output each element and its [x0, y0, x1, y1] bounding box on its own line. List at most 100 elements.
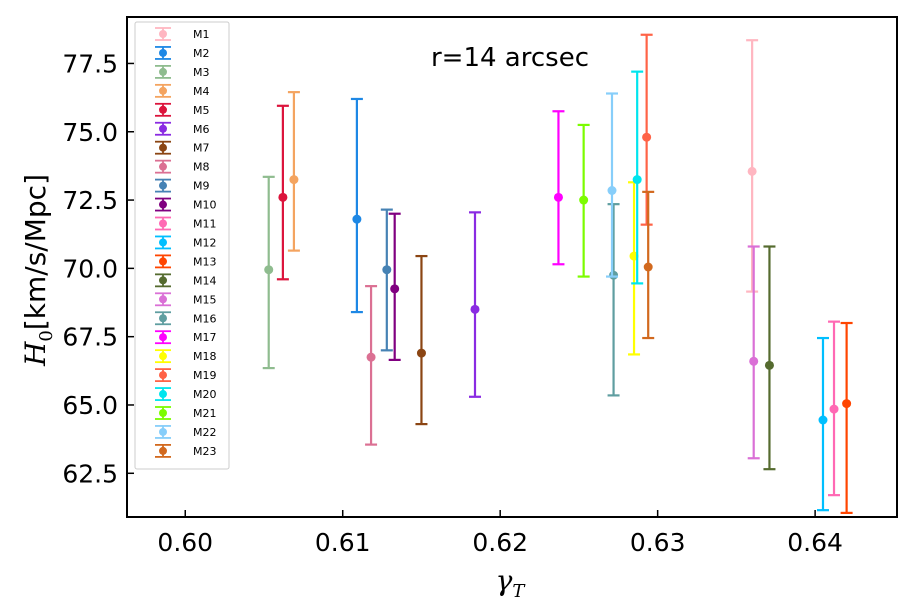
legend-marker: [159, 446, 167, 455]
data-point: [607, 185, 617, 195]
legend-entry-m17: M17: [155, 330, 217, 344]
legend-marker: [159, 333, 167, 342]
y-tick-label: 70.0: [62, 254, 118, 283]
errorbar-m21: [577, 123, 590, 278]
legend-label: M19: [193, 369, 217, 382]
y-tick-label: 72.5: [62, 186, 118, 215]
legend-label: M22: [193, 426, 217, 439]
data-point: [829, 404, 839, 414]
legend-marker: [159, 67, 167, 76]
data-point: [749, 356, 759, 366]
legend-label: M6: [193, 123, 210, 136]
legend-label: M13: [193, 255, 217, 268]
errorbar-m11: [828, 320, 841, 497]
legend-entry-m6: M6: [155, 121, 210, 136]
y-axis-label-main: H: [19, 341, 52, 367]
data-point: [278, 192, 288, 202]
legend-label: M20: [193, 388, 217, 401]
axes: 0.60 0.61 0.62 0.63 0.64 62.5 65.0 67.5 70.0 72.5…: [62, 16, 898, 557]
data-point: [390, 284, 400, 294]
x-tick-label: 0.62: [472, 528, 528, 557]
legend-marker: [159, 219, 167, 228]
legend-marker: [159, 276, 167, 285]
legend-label: M4: [193, 85, 210, 98]
y-tick-label: 75.0: [62, 118, 118, 147]
errorbar-m1: [746, 39, 759, 293]
legend-entry-m9: M9: [155, 178, 210, 193]
errorbar-m7: [415, 254, 428, 426]
legend-entry-m8: M8: [155, 159, 210, 174]
errorbar-m2: [350, 97, 363, 314]
legend-marker: [159, 238, 167, 247]
legend-entry-m13: M13: [155, 254, 217, 268]
x-tick-label: 0.64: [787, 528, 843, 557]
data-point: [643, 262, 653, 272]
legend-marker: [159, 295, 167, 304]
legend-entry-m22: M22: [155, 425, 217, 439]
legend-box: [134, 21, 230, 470]
legend-label: M7: [193, 142, 210, 155]
legend-marker: [159, 427, 167, 436]
data-point: [579, 195, 589, 205]
data-point: [764, 360, 774, 370]
legend-label: M15: [193, 293, 217, 306]
legend-label: M18: [193, 350, 217, 363]
legend-marker: [159, 257, 167, 266]
data-point: [818, 415, 828, 425]
x-tick-label: 0.61: [315, 528, 371, 557]
legend-marker: [159, 30, 167, 38]
data-point: [382, 265, 392, 275]
errorbar-m17: [552, 110, 565, 266]
legend-label: M11: [193, 218, 217, 231]
legend-entry-m2: M2: [155, 46, 210, 60]
data-point: [642, 132, 652, 142]
legend-label: M8: [193, 161, 210, 174]
y-tick-label: 62.5: [62, 459, 118, 488]
legend-entry-m12: M12: [155, 235, 217, 249]
legend-entry-m1: M1: [155, 27, 210, 41]
legend-marker: [159, 352, 167, 361]
errorbar-m12: [816, 336, 829, 512]
errorbar-m8: [365, 285, 378, 446]
x-axis-label-sub: T: [512, 581, 526, 602]
legend-entry-m7: M7: [155, 140, 210, 155]
legend-entry-m18: M18: [155, 349, 217, 363]
y-tick-label: 77.5: [62, 49, 118, 78]
y-axis-label-unit: [km/s/Mpc]: [19, 174, 52, 330]
legend-label: M17: [193, 331, 217, 344]
legend-marker: [159, 143, 167, 152]
y-axis-label: H0[km/s/Mpc]: [19, 174, 57, 367]
legend-entry-m15: M15: [155, 292, 217, 306]
legend-entry-m10: M10: [155, 197, 217, 212]
data-point: [632, 175, 642, 185]
legend-entry-m11: M11: [155, 216, 217, 231]
errorbar-m20: [631, 70, 644, 285]
legend: M1 M2 M3 M4 M5 M6 M7 M8 M9 M10 M11 M12 M13 M14 M15 M16 M…: [134, 21, 230, 470]
x-axis-label-main: γ: [496, 564, 513, 597]
errorbar-m9: [380, 208, 393, 352]
legend-marker: [159, 86, 167, 95]
data-point: [366, 352, 376, 362]
data-point: [553, 192, 563, 202]
radius-annotation: r=14 arcsec: [431, 43, 589, 73]
legend-label: M3: [193, 66, 210, 79]
errorbar-m22: [605, 92, 618, 278]
errorbar-m14: [763, 245, 776, 471]
legend-label: M14: [193, 274, 217, 287]
y-axis-label-sub: 0: [36, 330, 57, 341]
legend-marker: [159, 105, 167, 114]
legend-entry-m4: M4: [155, 83, 210, 98]
legend-marker: [159, 200, 167, 209]
errorbar-m6: [468, 211, 481, 398]
legend-entry-m14: M14: [155, 273, 217, 287]
legend-marker: [159, 162, 167, 171]
data-point: [747, 166, 757, 176]
data-point: [470, 304, 480, 314]
data-point: [842, 399, 852, 409]
legend-marker: [159, 181, 167, 190]
errorbar-m3: [262, 175, 275, 370]
plot-frame: [126, 16, 898, 518]
data-point: [352, 214, 362, 224]
legend-entry-m19: M19: [155, 368, 217, 382]
